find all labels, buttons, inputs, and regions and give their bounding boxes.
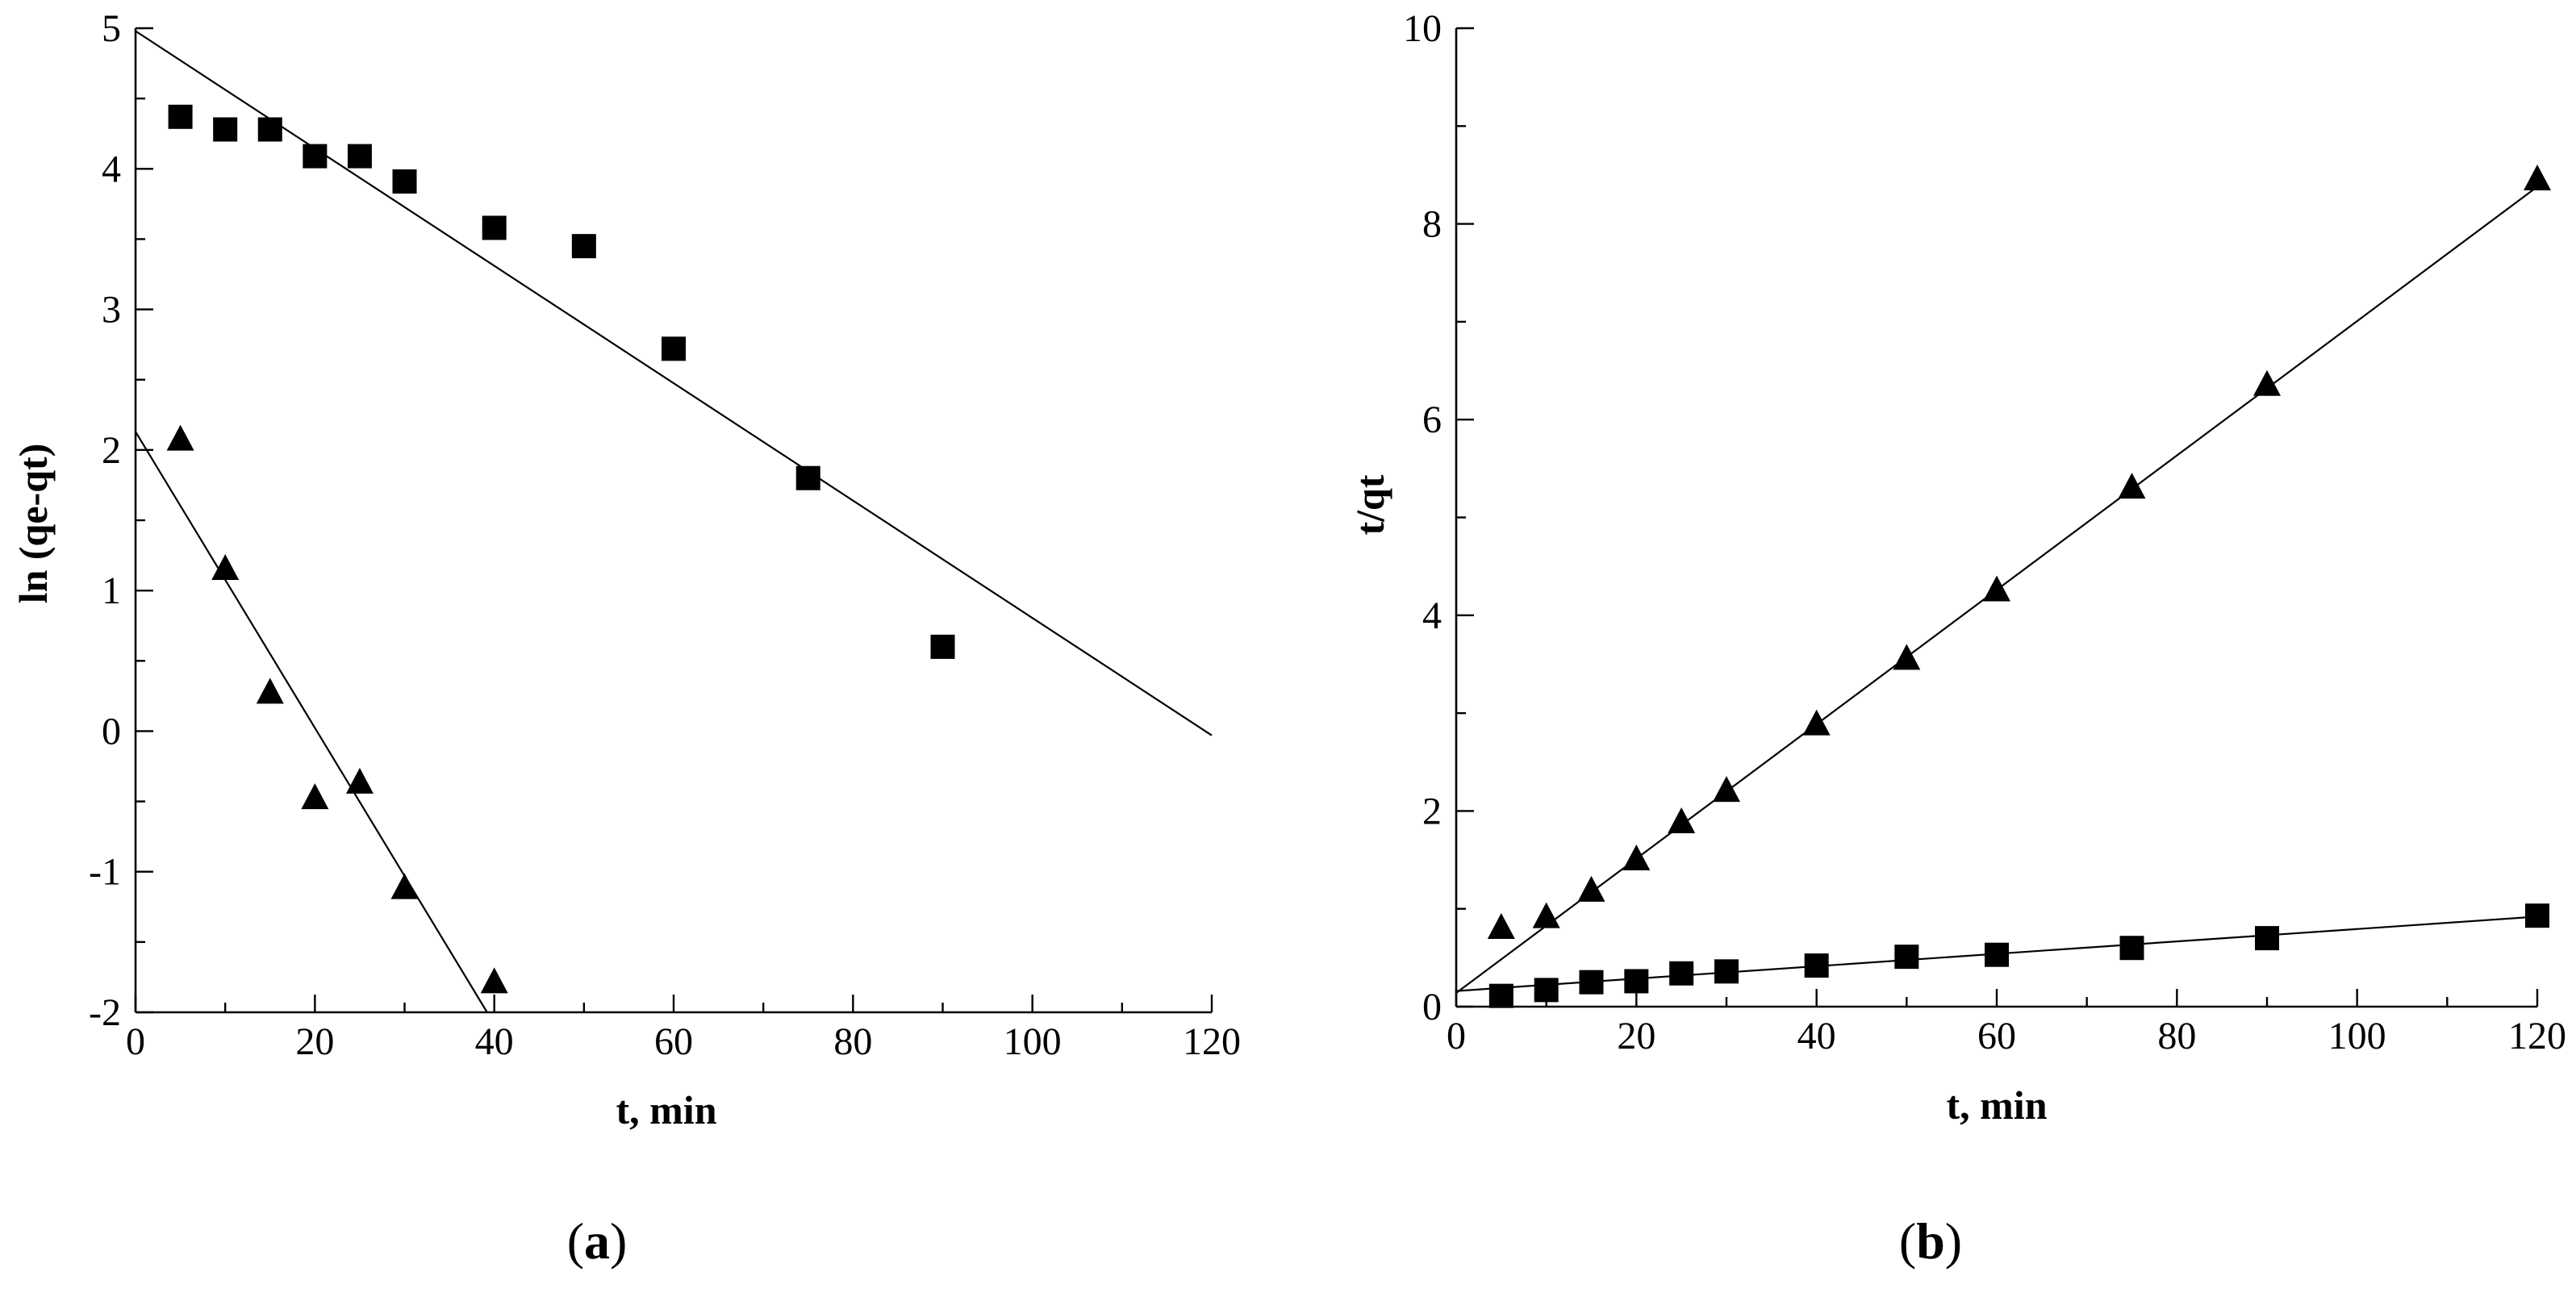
panel-a-square-marker: [303, 144, 328, 169]
panel-a-fit-lines: [135, 30, 1213, 1013]
panel-a-square-marker: [482, 215, 507, 240]
panel-b-triangle-marker: [1668, 807, 1696, 833]
panel-b-triangle-marker: [1983, 575, 2010, 602]
panel-a-x-tick-label: 20: [295, 1020, 334, 1063]
panel-a-square-marker: [662, 336, 686, 361]
panel-a-fit-line-triangles: [135, 431, 488, 1013]
panel-b-triangle-marker: [1577, 875, 1605, 902]
panel-a-x-axis-title: t, min: [616, 1087, 717, 1132]
panel-b-square-marker: [1894, 945, 1919, 970]
panel-a-square-marker: [392, 169, 417, 194]
panel-b-y-tick-label: 2: [1422, 790, 1442, 832]
panel-a-x-tick-label: 120: [1183, 1020, 1241, 1063]
panel-b-x-tick-label: 20: [1617, 1015, 1655, 1057]
panel-b-markers: [1487, 165, 2551, 1008]
panel-b-square-marker: [1985, 942, 2009, 967]
panel-b-square-marker: [2119, 936, 2144, 961]
panel-b-square-marker: [2255, 926, 2279, 951]
panel-b-square-marker: [1534, 978, 1559, 1003]
panel-a-fit-line-squares: [135, 30, 1213, 736]
panel-b-triangle-marker: [2118, 473, 2146, 499]
panel-b-y-axis-title: t/qt: [1347, 474, 1392, 535]
panel-a-square-marker: [795, 465, 820, 490]
panel-a-y-tick-label: -1: [89, 851, 121, 894]
panel-b-square-marker: [1579, 970, 1604, 995]
panel-b-x-tick-label: 80: [2157, 1015, 2196, 1057]
panel-b-y-tick-label: 6: [1422, 398, 1442, 441]
panel-a-square-marker: [257, 117, 282, 142]
panel-a-x-tick-label: 0: [126, 1020, 145, 1063]
panel-a-label: (a): [567, 1212, 628, 1270]
panel-a-y-tick-label: 4: [102, 148, 121, 190]
panel-a-square-marker: [571, 234, 596, 259]
panel-a-square-marker: [168, 104, 193, 129]
panel-b-x-tick-label: 100: [2328, 1015, 2386, 1057]
panel-b-axes: 0 20 40 60 80 100 120 0 2 4 6 8 10: [1403, 7, 2566, 1057]
panel-b-triangle-marker: [2524, 165, 2551, 191]
panel-b-square-marker: [2525, 903, 2549, 928]
panel-a-y-tick-label: 1: [102, 569, 121, 612]
panel-a-square-marker: [347, 144, 372, 169]
panel-a-x-tick-label: 80: [833, 1020, 872, 1063]
panel-b-x-axis-title: t, min: [1947, 1082, 2048, 1128]
panel-a-y-tick-label: 2: [102, 429, 121, 472]
panel-b-x-tick-label: 60: [1977, 1015, 2016, 1057]
panel-a-triangle-marker: [345, 767, 374, 794]
panel-a-triangle-marker: [390, 873, 419, 899]
panel-b-triangle-marker: [1622, 845, 1651, 871]
panel-a-triangle-marker: [211, 554, 240, 580]
panel-a-y-tick-label: -2: [89, 991, 121, 1034]
panel-b-triangle-marker: [1802, 709, 1831, 736]
panel-b-square-marker: [1804, 953, 1829, 978]
panel-b: 0 20 40 60 80 100 120 0 2 4 6 8 10 t, min t/qt (b): [1347, 7, 2566, 1270]
panel-b-x-tick-label: 120: [2508, 1015, 2566, 1057]
panel-a: 0 20 40 60 80 100 120 -2 -1 0 1 2 3 4 5 t, min ln (qe-…: [10, 7, 1241, 1270]
panel-b-y-tick-label: 10: [1403, 7, 1442, 50]
panel-a-label-letter: a: [584, 1212, 610, 1270]
panel-b-square-marker: [1624, 969, 1649, 994]
panel-b-triangle-marker: [1893, 644, 1921, 670]
panel-a-triangle-marker: [301, 783, 329, 810]
panel-a-triangle-marker: [166, 424, 194, 451]
panel-a-x-tick-label: 100: [1004, 1020, 1062, 1063]
panel-b-y-tick-label: 0: [1422, 986, 1442, 1028]
panel-a-axes: 0 20 40 60 80 100 120 -2 -1 0 1 2 3 4 5: [89, 7, 1241, 1063]
panel-b-triangle-marker: [1532, 902, 1560, 928]
panel-b-square-marker: [1488, 983, 1513, 1008]
panel-a-markers: [166, 104, 955, 994]
panel-b-square-marker: [1714, 959, 1739, 984]
panel-a-y-axis-title: ln (qe-qt): [10, 444, 56, 604]
panel-b-x-tick-label: 40: [1797, 1015, 1836, 1057]
panel-b-x-tick-label: 0: [1447, 1015, 1466, 1057]
panel-a-triangle-marker: [480, 967, 508, 994]
panel-a-x-tick-label: 40: [475, 1020, 514, 1063]
panel-a-y-tick-label: 3: [102, 289, 121, 332]
panel-b-label: (b): [1899, 1212, 1962, 1270]
panel-b-triangle-marker: [2253, 369, 2281, 396]
panel-b-label-letter: b: [1916, 1212, 1945, 1270]
panel-a-y-tick-label: 0: [102, 710, 121, 753]
panel-a-square-marker: [213, 117, 238, 142]
panel-b-triangle-marker: [1487, 912, 1515, 939]
panel-b-y-tick-label: 4: [1422, 594, 1442, 637]
panel-b-y-tick-label: 8: [1422, 203, 1442, 246]
panel-a-y-tick-label: 5: [102, 7, 121, 50]
panel-a-x-tick-label: 60: [654, 1020, 693, 1063]
panel-b-square-marker: [1669, 961, 1694, 986]
panel-a-triangle-marker: [256, 678, 284, 704]
panel-a-square-marker: [930, 634, 955, 659]
panel-b-triangle-marker: [1713, 776, 1740, 803]
